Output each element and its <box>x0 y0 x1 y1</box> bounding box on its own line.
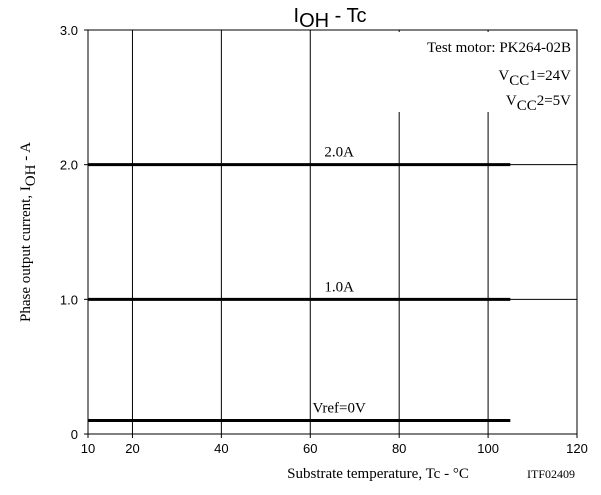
annotation-rest: 2=5V <box>537 93 571 109</box>
x-tick-label: 60 <box>303 441 317 456</box>
annotation-rest: 1=24V <box>529 68 571 84</box>
annotation: Test motor: PK264-02B <box>427 40 571 56</box>
annotation-sub: CC <box>517 98 537 114</box>
y-label-main: Phase output current, I <box>18 186 34 322</box>
y-tick-label: 3.0 <box>60 23 78 38</box>
x-tick-label: 100 <box>477 441 499 456</box>
annotation-background <box>362 32 575 112</box>
x-axis-label: Substrate temperature, Tc - °C <box>287 466 469 482</box>
annotation-main: V <box>498 68 509 84</box>
annotation-main: V <box>506 93 517 109</box>
y-tick-label: 0 <box>71 427 78 442</box>
y-tick-label: 2.0 <box>60 158 78 173</box>
chart-title: IOH - Tc <box>294 5 367 32</box>
y-label-sub: OH <box>23 164 39 186</box>
x-tick-label: 80 <box>392 441 406 456</box>
y-tick-label: 1.0 <box>60 292 78 307</box>
figure-code: ITF02409 <box>527 467 575 481</box>
title-rest: - Tc <box>329 5 366 27</box>
x-tick-label: 20 <box>125 441 139 456</box>
series-label: Vref=0V <box>312 401 366 417</box>
series-label: 2.0A <box>324 145 354 161</box>
annotation: VCC1=24V <box>498 68 571 89</box>
x-tick-label: 40 <box>214 441 228 456</box>
annotation-sub: CC <box>509 73 529 89</box>
y-axis-label: Phase output current, IOH - A <box>18 142 39 322</box>
x-tick-label: 10 <box>81 441 95 456</box>
annotation: VCC2=5V <box>506 93 571 114</box>
y-label-rest: - A <box>18 142 34 165</box>
x-tick-label: 120 <box>566 441 588 456</box>
plot-frame <box>87 29 578 435</box>
title-main: I <box>294 5 300 27</box>
series-label: 1.0A <box>324 279 354 295</box>
title-sub: OH <box>299 10 329 32</box>
